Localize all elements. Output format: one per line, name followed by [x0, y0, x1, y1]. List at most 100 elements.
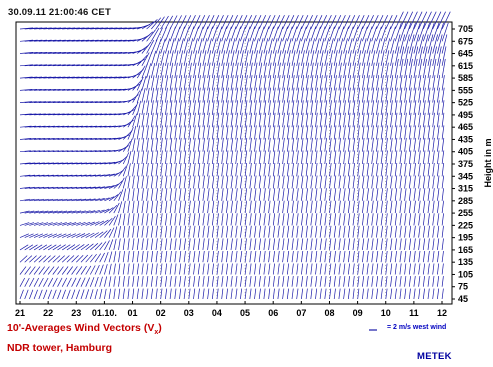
wind-vector	[29, 233, 39, 238]
wind-vector	[408, 46, 414, 66]
wind-vector	[211, 276, 214, 287]
wind-vector	[418, 11, 428, 30]
wind-vector	[404, 288, 407, 300]
wind-vector	[319, 100, 323, 115]
wind-vector	[197, 200, 201, 214]
wind-vector	[408, 276, 411, 287]
wind-vector	[371, 250, 374, 263]
wind-vector	[127, 288, 130, 300]
wind-vector	[422, 213, 426, 226]
wind-vector	[240, 200, 243, 214]
wind-vector	[183, 200, 187, 214]
wind-vector	[286, 112, 290, 128]
wind-vector	[347, 263, 350, 275]
wind-vector	[352, 26, 359, 42]
wind-vector	[141, 200, 144, 214]
wind-vector	[404, 112, 407, 128]
wind-vector	[235, 125, 238, 140]
wind-vector	[165, 15, 174, 30]
wind-vector	[226, 225, 229, 238]
wind-vector	[183, 276, 186, 287]
wind-vector	[333, 38, 339, 54]
wind-vector	[432, 162, 435, 177]
wind-vector	[272, 288, 275, 300]
wind-vector	[286, 225, 290, 238]
wind-vector	[282, 213, 285, 226]
wind-vector	[408, 188, 412, 201]
wind-vector	[141, 238, 144, 250]
wind-vector	[150, 276, 153, 287]
wind-vector	[155, 288, 158, 300]
wind-vector	[221, 250, 224, 263]
wind-vector	[385, 162, 388, 177]
wind-vector	[188, 288, 191, 300]
wind-vector	[24, 289, 29, 300]
wind-vector	[127, 188, 131, 201]
wind-vector	[33, 222, 44, 226]
wind-vector	[413, 200, 416, 214]
wind-vector	[207, 100, 210, 115]
wind-vector	[404, 225, 407, 238]
wind-vector	[47, 255, 56, 263]
wind-vector	[80, 186, 92, 189]
wind-vector	[305, 100, 309, 115]
wind-vector	[319, 263, 322, 275]
wind-vector	[141, 63, 148, 79]
wind-vector	[188, 175, 191, 189]
wind-vector	[286, 200, 290, 214]
wind-vector	[230, 162, 234, 177]
wind-vector	[437, 213, 440, 226]
wind-vector	[62, 125, 74, 128]
wind-vector	[249, 276, 252, 287]
wind-vector	[376, 175, 379, 189]
wind-vector	[211, 200, 215, 214]
wind-vector	[418, 150, 421, 165]
wind-vector	[263, 175, 266, 189]
wind-vector	[343, 100, 346, 115]
wind-vector	[282, 288, 285, 300]
wind-vector	[216, 238, 219, 250]
wind-vector	[362, 213, 365, 226]
wind-vector	[333, 75, 337, 91]
wind-vector	[272, 162, 276, 177]
wind-vector	[169, 15, 178, 30]
wind-vector	[244, 38, 250, 54]
wind-vector	[85, 88, 99, 91]
wind-vector	[76, 101, 89, 103]
wind-vector	[413, 87, 417, 103]
wind-vector	[160, 87, 164, 103]
wind-vector	[254, 125, 257, 140]
wind-vector	[277, 250, 280, 263]
wind-vector	[277, 288, 280, 300]
wind-vector	[155, 238, 158, 250]
wind-vector	[338, 200, 341, 214]
wind-vector	[183, 112, 187, 128]
wind-vector	[338, 26, 345, 42]
wind-vector	[422, 162, 426, 177]
wind-vector	[52, 222, 63, 226]
wind-vector	[352, 38, 358, 54]
x-tick-label: 08	[324, 308, 334, 318]
wind-vector	[122, 176, 127, 189]
wind-vector	[62, 162, 73, 165]
wind-vector	[371, 238, 374, 250]
wind-vector	[80, 27, 94, 30]
wind-vector	[437, 150, 440, 165]
wind-vector	[357, 125, 360, 140]
wind-vector	[202, 26, 209, 42]
wind-vector	[366, 125, 370, 140]
wind-vector	[310, 150, 313, 165]
wind-vector	[29, 39, 43, 42]
wind-vector	[146, 238, 149, 250]
wind-vector	[226, 50, 230, 66]
wind-vector	[413, 46, 419, 66]
wind-vector	[263, 15, 271, 30]
wind-vector	[282, 175, 285, 189]
wind-vector	[75, 289, 80, 300]
wind-vector	[221, 213, 224, 226]
wind-vector	[99, 252, 105, 263]
wind-vector	[24, 88, 38, 91]
wind-vector	[291, 188, 294, 201]
wind-vector	[66, 52, 80, 54]
wind-vector	[315, 125, 318, 140]
